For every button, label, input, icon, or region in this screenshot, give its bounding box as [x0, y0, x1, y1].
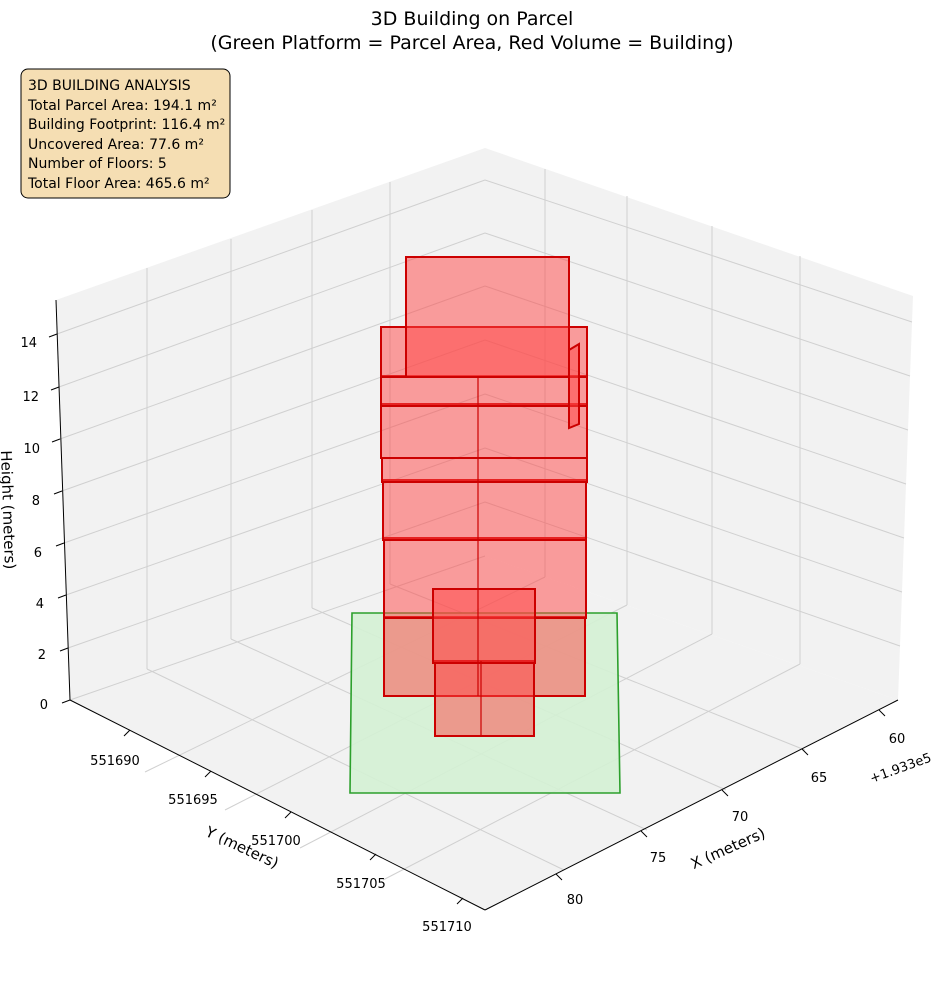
- z-tick: [57, 594, 67, 599]
- y-tick: [284, 811, 292, 819]
- z-tick-label: 0: [40, 698, 48, 713]
- z-tick: [55, 542, 65, 547]
- z-tick-label: 2: [38, 648, 46, 663]
- y-tick-label: 551695: [168, 793, 218, 808]
- z-axis-line: [55, 299, 71, 701]
- z-tick-label: 4: [36, 597, 44, 612]
- z-tick: [48, 333, 58, 338]
- z-tick: [61, 699, 71, 704]
- x-axis-line: [484, 699, 899, 911]
- chart-title-line1: 3D Building on Parcel: [371, 8, 574, 30]
- y-tick-label: 551710: [422, 920, 472, 935]
- pane-right-wall: [485, 148, 913, 700]
- info-line: Number of Floors: 5: [28, 156, 167, 172]
- info-box-background: [20, 68, 231, 199]
- z-tick-label: 10: [23, 442, 40, 457]
- building-face: [434, 660, 535, 737]
- y-axis-line: [69, 699, 486, 911]
- gridline: [56, 179, 486, 335]
- x-tick-label: 60: [889, 732, 906, 747]
- building-face: [380, 403, 588, 459]
- x-tick: [640, 830, 648, 838]
- pane-left-wall: [56, 148, 485, 700]
- x-tick: [555, 873, 563, 881]
- x-tick-label: 70: [732, 810, 749, 825]
- building-face: [382, 479, 587, 541]
- building-face: [380, 375, 588, 407]
- z-tick: [51, 438, 61, 443]
- info-line: Total Floor Area: 465.6 m²: [27, 176, 210, 192]
- chart-title-line2: (Green Platform = Parcel Area, Red Volum…: [210, 32, 733, 54]
- x-tick: [721, 789, 729, 797]
- building-face: [568, 342, 580, 430]
- y-tick: [204, 770, 212, 778]
- x-tick-label: 80: [567, 893, 584, 908]
- x-tick: [801, 748, 809, 756]
- x-offset-text: +1.933e5: [868, 751, 934, 787]
- axis-lines: [55, 299, 899, 911]
- x-tick-label: 75: [650, 851, 667, 866]
- z-tick: [53, 490, 63, 495]
- z-tick-label: 8: [32, 494, 40, 509]
- info-line: Uncovered Area: 77.6 m²: [28, 137, 204, 153]
- y-tick-label: 551700: [251, 834, 301, 849]
- info-line: Total Parcel Area: 194.1 m²: [27, 98, 217, 114]
- y-tick: [123, 729, 131, 737]
- building-face: [381, 457, 588, 483]
- tick-marks: [48, 333, 886, 905]
- y-tick-label: 551690: [90, 754, 140, 769]
- analysis-info-box: 3D BUILDING ANALYSIS Total Parcel Area: …: [20, 68, 231, 199]
- building-volume: [380, 256, 588, 737]
- z-tick-label: 6: [34, 546, 42, 561]
- z-tick: [59, 647, 69, 652]
- y-tick: [456, 897, 464, 905]
- info-line: 3D BUILDING ANALYSIS: [28, 78, 191, 94]
- x-tick: [878, 709, 886, 717]
- building-face: [405, 256, 570, 378]
- z-tick-label: 14: [20, 336, 37, 351]
- z-axis-label: Height (meters): [0, 450, 19, 570]
- building-face: [432, 588, 536, 664]
- info-line: Building Footprint: 116.4 m²: [28, 117, 225, 133]
- x-axis-label: X (meters): [688, 824, 768, 873]
- y-tick: [369, 853, 377, 861]
- z-tick: [50, 386, 60, 391]
- x-tick-label: 65: [811, 771, 828, 786]
- y-tick-label: 551705: [336, 877, 386, 892]
- z-tick-label: 12: [22, 390, 39, 405]
- gridline: [484, 179, 913, 323]
